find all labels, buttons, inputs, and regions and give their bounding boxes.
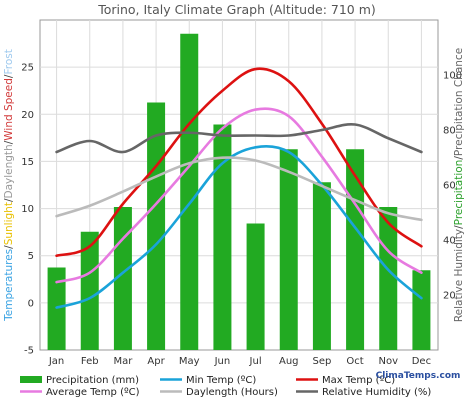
x-tick-label: Jul [249, 356, 262, 367]
legend-swatch [20, 376, 42, 383]
left-tick-label: 15 [21, 157, 34, 168]
daylength-line [55, 156, 423, 222]
x-tick-label: Nov [378, 356, 398, 367]
x-tick-label: Aug [279, 356, 299, 367]
left-axis-title-part: / [3, 245, 15, 249]
left-axis-title-part: Frost [3, 49, 15, 74]
legend-label: Daylength (Hours) [186, 387, 278, 398]
legend-label: Min Temp (ºC) [186, 375, 256, 386]
precipitation-bar [180, 33, 199, 350]
precipitation-bar [346, 149, 365, 350]
x-tick-label: Oct [346, 356, 363, 367]
x-tick-label: Jan [48, 356, 64, 367]
precipitation-bar [379, 207, 398, 350]
relative-humidity-line [55, 122, 423, 154]
average-temp-line [55, 107, 423, 284]
plot-area [39, 19, 439, 351]
left-axis-title-part: / [3, 140, 15, 144]
legend-label: Average Temp (ºC) [46, 387, 140, 398]
right-axis-title-part: Precipitation Chance [453, 48, 465, 156]
precipitation-bar [246, 223, 265, 350]
left-tick-label: 5 [28, 251, 34, 262]
x-tick-label: Mar [113, 356, 133, 367]
left-axis-title-part: / [3, 198, 15, 202]
legend-label: Relative Humidity (%) [322, 387, 431, 398]
right-axis-title-part: Relative Humidity [453, 229, 465, 322]
right-axis-title-part: / [453, 225, 465, 229]
left-axis-title-part: Daylength [3, 144, 15, 198]
left-tick-label: 0 [28, 298, 34, 309]
left-axis-title: Temperatures/Sunlight/Daylength/Wind Spe… [3, 49, 15, 322]
right-tick-label: 20 [443, 291, 456, 302]
x-tick-label: Sep [312, 356, 331, 367]
left-axis-title-part: / [3, 74, 15, 78]
x-tick-label: Dec [412, 356, 431, 367]
precipitation-bar [312, 182, 331, 350]
right-tick-label: 60 [443, 181, 456, 192]
precipitation-bar [213, 124, 232, 350]
right-axis-title-part: Precipitation [453, 160, 465, 226]
x-tick-label: Feb [81, 356, 99, 367]
min-temp-line [55, 144, 423, 309]
precipitation-bar [279, 149, 298, 350]
right-axis-title-part: / [453, 156, 465, 160]
left-tick-label: 20 [21, 110, 34, 121]
precipitation-bar [147, 102, 166, 350]
chart-title: Torino, Italy Climate Graph (Altitude: 7… [97, 2, 376, 17]
left-tick-label: 10 [21, 204, 34, 215]
left-tick-label: -5 [24, 346, 34, 357]
right-axis-title: Relative Humidity/Precipitation/Precipit… [453, 48, 465, 322]
left-axis-title-part: Sunlight [3, 202, 15, 245]
right-tick-label: 40 [443, 236, 456, 247]
x-tick-label: Apr [147, 356, 165, 367]
left-axis-title-part: Wind Speed [3, 78, 15, 141]
right-tick-label: 100 [443, 71, 462, 82]
right-tick-label: 80 [443, 126, 456, 137]
brand-logo: ClimaTemps.com [376, 371, 461, 381]
left-tick-label: 25 [21, 63, 34, 74]
legend-label: Precipitation (mm) [46, 375, 139, 386]
left-axis-title-part: Temperatures [3, 249, 15, 322]
x-tick-label: Jun [214, 356, 231, 367]
legend-label: Max Temp (ºC) [322, 375, 395, 386]
precipitation-bar [412, 270, 431, 350]
x-tick-label: May [179, 356, 200, 367]
max-temp-line [55, 67, 423, 258]
precipitation-bar [80, 231, 99, 350]
